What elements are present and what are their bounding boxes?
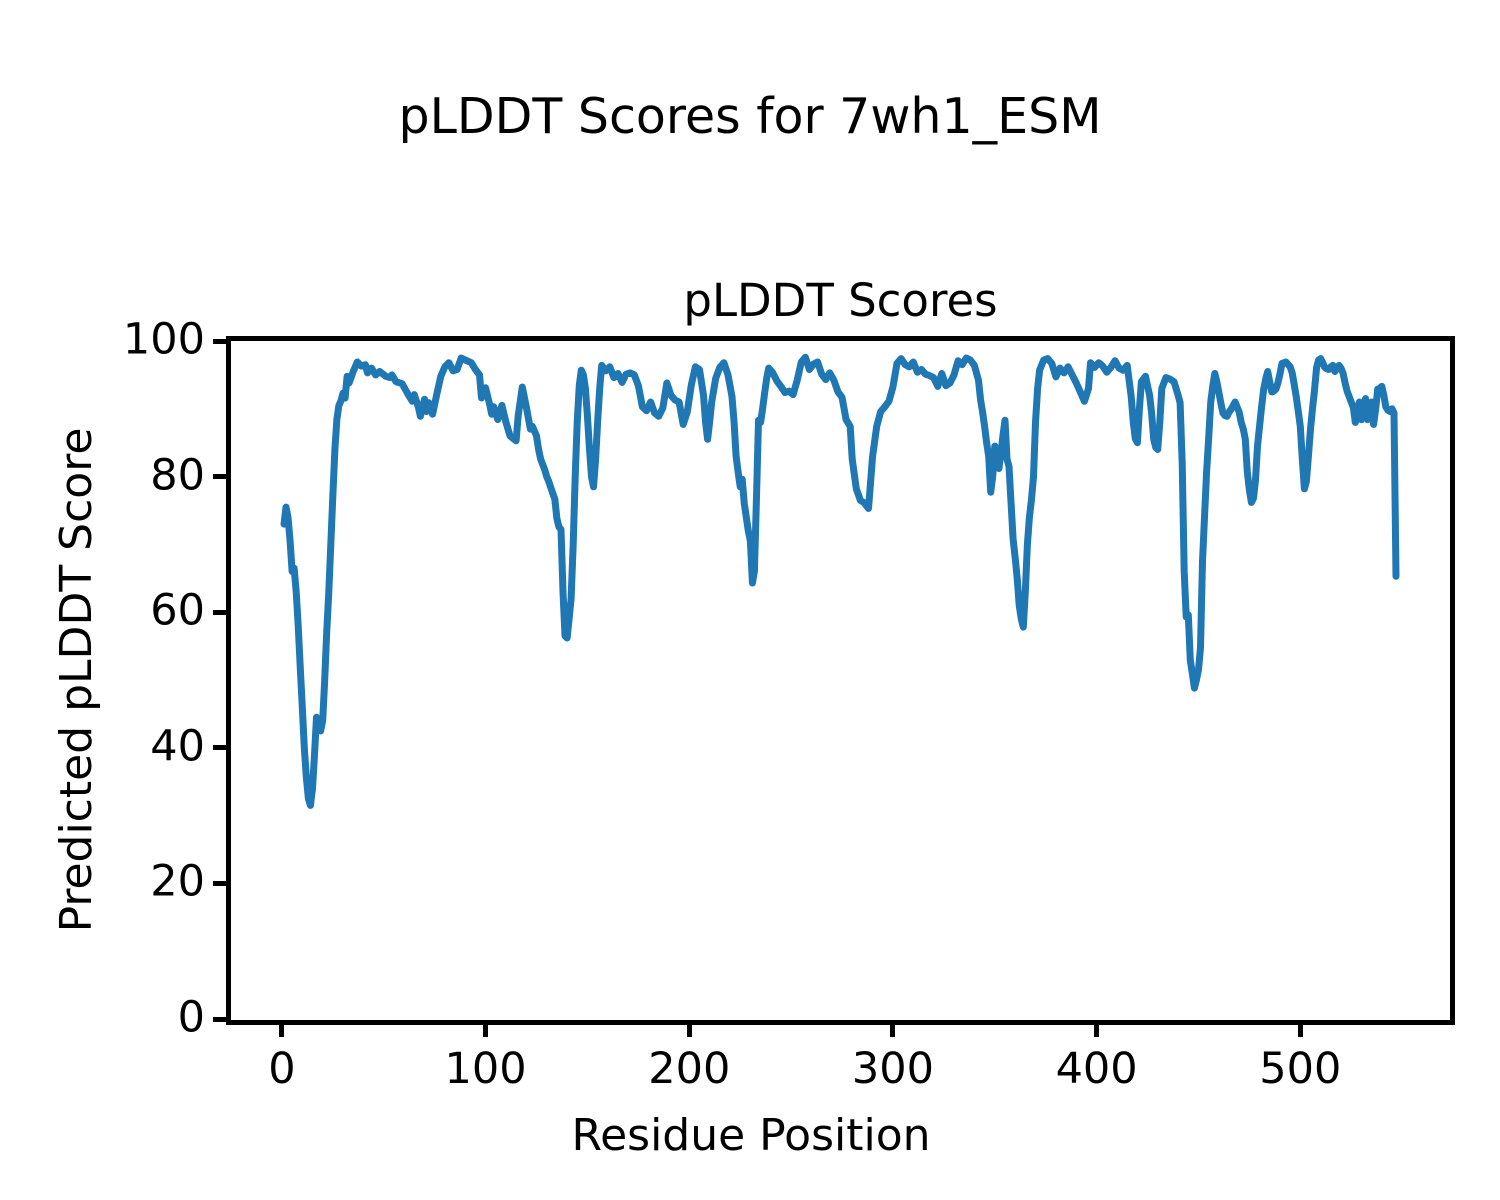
y-tick-label: 0 bbox=[177, 992, 205, 1043]
x-tick-mark bbox=[1094, 1024, 1100, 1037]
x-tick-mark bbox=[686, 1024, 692, 1037]
y-tick-mark bbox=[213, 474, 226, 480]
y-tick-label: 100 bbox=[122, 314, 205, 365]
x-axis-label: Residue Position bbox=[571, 1110, 931, 1161]
y-tick-mark bbox=[213, 880, 226, 886]
x-tick-mark bbox=[483, 1024, 489, 1037]
x-tick-label: 300 bbox=[851, 1044, 934, 1094]
pldddt-line-series bbox=[280, 353, 1400, 809]
y-tick-label: 80 bbox=[150, 449, 205, 500]
y-tick-mark bbox=[213, 1016, 226, 1022]
x-tick-mark bbox=[1297, 1024, 1303, 1037]
x-tick-label: 400 bbox=[1055, 1044, 1138, 1094]
plot-area bbox=[226, 336, 1455, 1025]
x-tick-label: 0 bbox=[268, 1044, 296, 1094]
x-tick-label: 100 bbox=[444, 1044, 527, 1094]
y-tick-mark bbox=[213, 745, 226, 751]
axes-title: pLDDT Scores bbox=[683, 274, 998, 327]
y-tick-mark bbox=[213, 609, 226, 615]
y-tick-label: 20 bbox=[150, 856, 205, 907]
figure-title: pLDDT Scores for 7wh1_ESM bbox=[398, 88, 1102, 145]
line-chart bbox=[280, 353, 1400, 809]
x-tick-mark bbox=[279, 1024, 285, 1037]
y-tick-mark bbox=[213, 338, 226, 344]
y-tick-label: 60 bbox=[150, 585, 205, 636]
x-tick-mark bbox=[890, 1024, 896, 1037]
x-tick-label: 200 bbox=[648, 1044, 731, 1094]
y-tick-label: 40 bbox=[150, 721, 205, 772]
x-tick-label: 500 bbox=[1259, 1044, 1342, 1094]
y-axis-label: Predicted pLDDT Score bbox=[50, 427, 102, 933]
